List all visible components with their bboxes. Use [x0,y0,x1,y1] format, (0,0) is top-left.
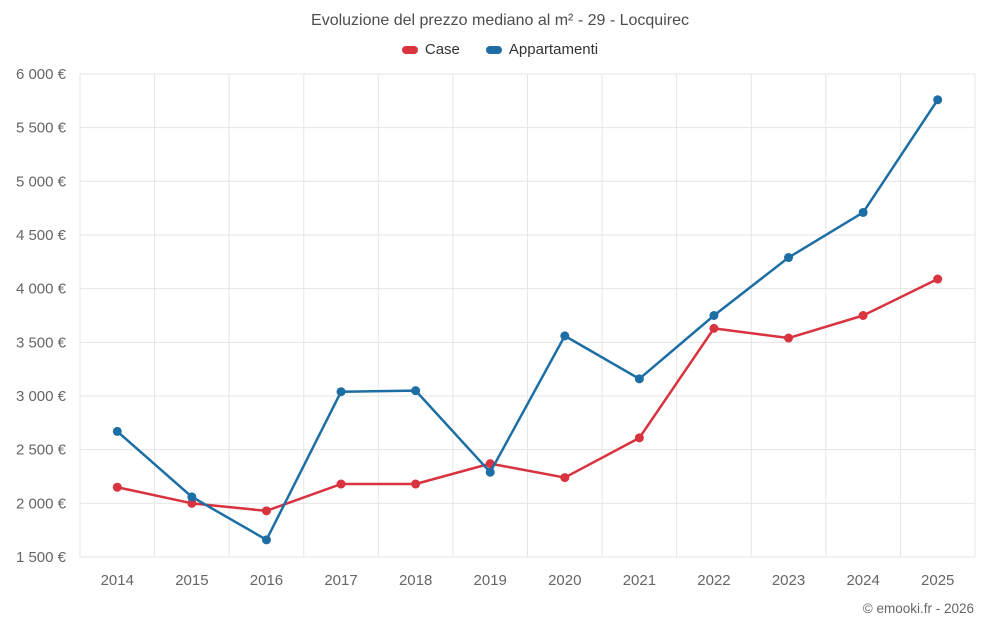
gridlines [79,73,976,558]
y-tick-label: 3 500 € [16,334,67,351]
x-tick-label: 2016 [250,572,283,589]
legend-item-appartamenti[interactable]: Appartamenti [485,41,599,58]
data-point-marker[interactable] [112,482,122,492]
x-tick-label: 2023 [772,572,805,589]
y-tick-label: 5 500 € [16,120,67,137]
y-axis-labels: 1 500 € 2 000 € 2 500 € 3 000 € 3 500 € 4 000… [16,66,67,566]
data-point-marker[interactable] [634,374,644,384]
data-point-marker[interactable] [187,498,197,508]
data-point-marker[interactable] [187,492,197,502]
x-tick-label: 2019 [474,572,507,589]
data-point-marker[interactable] [858,311,868,320]
y-tick-label: 6 000 € [16,66,67,83]
y-tick-label: 5 000 € [16,173,67,190]
y-tick-label: 2 500 € [16,442,67,459]
data-point-marker[interactable] [336,387,346,397]
x-axis-labels: 2014 2015 2016 2017 2018 2019 2020 2021 2022 2023… [101,572,955,589]
data-point-marker[interactable] [784,333,794,343]
data-point-marker[interactable] [709,311,719,320]
appartamenti-series-swatch-icon [485,45,502,54]
chart-title: Evoluzione del prezzo mediano al m² - 29… [311,12,689,29]
y-tick-label: 3 000 € [16,388,67,405]
data-point-marker[interactable] [560,331,570,341]
legend-item-case[interactable]: Case [401,41,460,58]
data-point-marker[interactable] [560,473,570,483]
y-tick-label: 2 000 € [16,495,67,512]
appartamenti-series [112,95,943,545]
x-tick-label: 2018 [399,572,432,589]
x-tick-label: 2020 [548,572,581,589]
data-point-marker[interactable] [858,207,868,217]
data-point-marker[interactable] [933,274,943,284]
data-point-marker[interactable] [261,535,271,545]
y-tick-label: 4 500 € [16,227,67,244]
legend-label-case: Case [424,41,460,58]
x-tick-label: 2017 [324,572,357,589]
x-tick-label: 2015 [175,572,208,589]
case-series [112,274,943,516]
x-tick-label: 2024 [846,572,879,589]
y-tick-label: 4 000 € [16,281,67,298]
x-tick-label: 2021 [623,572,656,589]
x-tick-label: 2022 [697,572,730,589]
data-point-marker[interactable] [411,386,421,396]
copyright-credit: © emooki.fr - 2026 [862,601,974,616]
data-point-marker[interactable] [784,253,794,263]
data-point-marker[interactable] [485,467,495,477]
data-point-marker[interactable] [933,95,943,105]
x-tick-label: 2025 [921,572,954,589]
data-point-marker[interactable] [112,426,122,436]
data-point-marker[interactable] [336,479,346,489]
data-point-marker[interactable] [709,323,719,333]
legend-label-appartamenti: Appartamenti [508,41,599,58]
x-tick-label: 2014 [101,572,134,589]
case-series-swatch-icon [401,45,418,54]
data-point-marker[interactable] [634,433,644,443]
y-tick-label: 1 500 € [16,549,67,566]
data-point-marker[interactable] [261,506,271,516]
chart-legend: Case Appartamenti [0,41,1000,58]
data-point-marker[interactable] [411,479,421,489]
